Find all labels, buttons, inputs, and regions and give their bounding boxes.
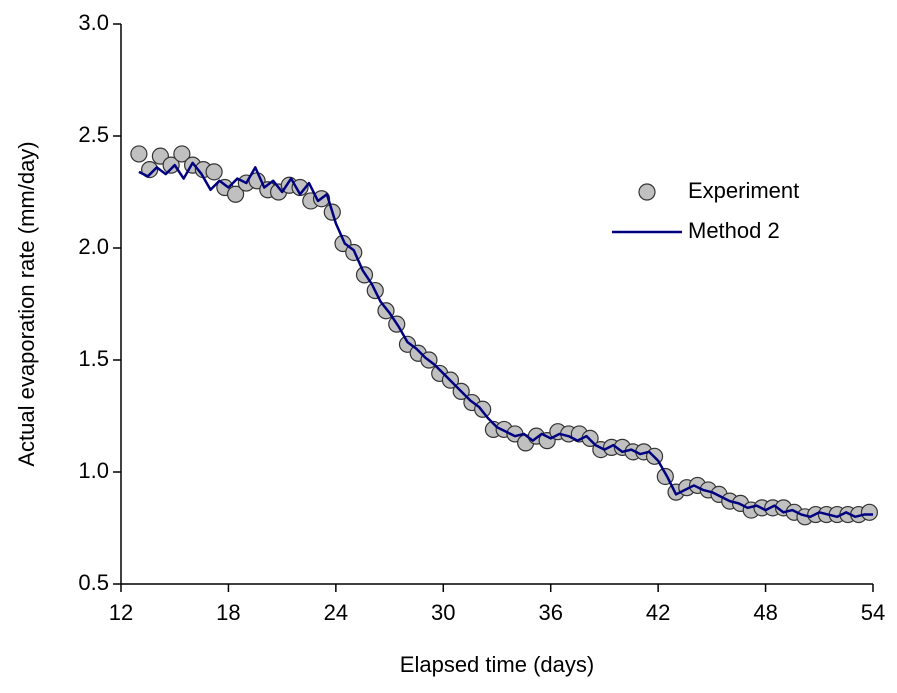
y-tick-label: 3.0	[78, 10, 109, 35]
legend-label: Experiment	[688, 178, 799, 203]
y-axis-title: Actual evaporation rate (mm/day)	[14, 141, 39, 466]
y-tick-label: 0.5	[78, 570, 109, 595]
x-tick-label: 24	[324, 600, 348, 625]
y-tick-label: 1.5	[78, 346, 109, 371]
x-tick-label: 12	[109, 600, 133, 625]
data-point	[291, 178, 309, 197]
x-tick-label: 18	[216, 600, 240, 625]
x-tick-label: 36	[538, 600, 562, 625]
data-point	[173, 145, 191, 163]
y-tick-label: 2.0	[78, 234, 109, 259]
data-point	[141, 161, 159, 179]
x-tick-label: 48	[753, 600, 777, 625]
y-tick-label: 2.5	[78, 122, 109, 147]
data-point	[226, 185, 245, 203]
x-tick-label: 54	[861, 600, 885, 625]
data-point	[130, 145, 148, 163]
x-axis-title: Elapsed time (days)	[400, 652, 594, 677]
data-point	[860, 503, 879, 521]
x-tick-label: 42	[646, 600, 670, 625]
data-point	[474, 400, 492, 418]
x-tick-label: 30	[431, 600, 455, 625]
legend-label: Method 2	[688, 218, 780, 243]
data-line	[138, 161, 873, 519]
legend-marker	[638, 183, 656, 201]
data-point	[162, 156, 180, 174]
data-point	[205, 163, 223, 181]
y-tick-label: 1.0	[78, 458, 109, 483]
